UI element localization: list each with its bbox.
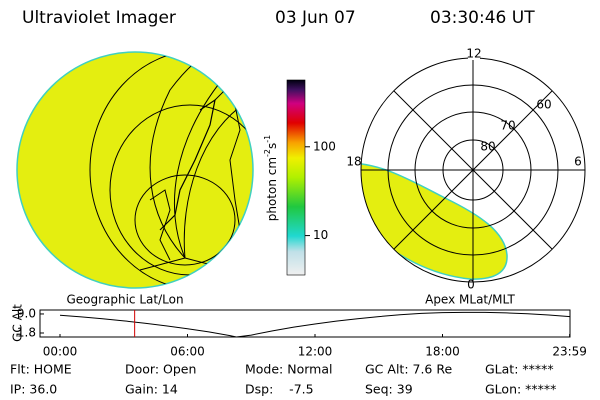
colorbar-tick-label: 100	[313, 139, 336, 153]
status-field: GLat: *****	[485, 362, 554, 377]
colorbar	[286, 79, 306, 276]
status-field: Seq: 39	[365, 382, 413, 397]
status-field: Mode: Normal	[245, 362, 332, 377]
status-field: Dsp: -7.5	[245, 382, 314, 397]
x-tick-label: 18:00	[425, 345, 460, 359]
panel-label: Apex MLat/MLT	[425, 293, 515, 307]
altitude-line	[59, 311, 571, 338]
status-field: Gain: 14	[125, 382, 178, 397]
right-image: 12 18 6 0 80 70 60	[346, 46, 586, 292]
mlt-label: 12	[466, 47, 481, 61]
x-tick-label: 00:00	[43, 345, 78, 359]
plot-frame	[39, 309, 571, 338]
lat-label: 80	[480, 140, 495, 154]
lat-label: 70	[500, 119, 515, 133]
status-field: Door: Open	[125, 362, 196, 377]
mlt-label: 0	[467, 278, 475, 292]
x-tick-label: 12:00	[298, 345, 333, 359]
colorbar-label-part: photon cm	[265, 157, 279, 221]
x-tick-label: 23:59	[552, 345, 587, 359]
polar-grid	[360, 57, 586, 283]
left-image	[16, 51, 254, 289]
y-tick-label: 9.0	[17, 306, 36, 320]
colorbar-label-part: -2	[263, 149, 272, 157]
colorbar-label: photon cm-2s-1	[263, 135, 279, 222]
y-tick-label: 1.8	[17, 325, 36, 339]
date: 03 Jun 07	[275, 8, 356, 28]
panel-label: Geographic Lat/Lon	[66, 293, 183, 307]
mlt-label: 18	[346, 155, 361, 169]
status-field: GLon: *****	[485, 382, 556, 397]
status-field: Flt: HOME	[10, 362, 72, 377]
status-field: GC Alt: 7.6 Re	[365, 362, 452, 377]
colorbar-label-part: s	[265, 143, 279, 149]
time: 03:30:46 UT	[430, 8, 535, 28]
mlt-label: 6	[574, 155, 582, 169]
y-axis-label: GC Alt	[11, 304, 25, 342]
colorbar-tick-label: 10	[313, 228, 328, 242]
colorbar-label-part: -1	[263, 135, 272, 143]
status-field: IP: 36.0	[10, 382, 57, 397]
x-tick-label: 06:00	[170, 345, 205, 359]
emission-disk	[16, 51, 254, 289]
lat-label: 60	[536, 98, 551, 112]
title: Ultraviolet Imager	[22, 8, 176, 28]
